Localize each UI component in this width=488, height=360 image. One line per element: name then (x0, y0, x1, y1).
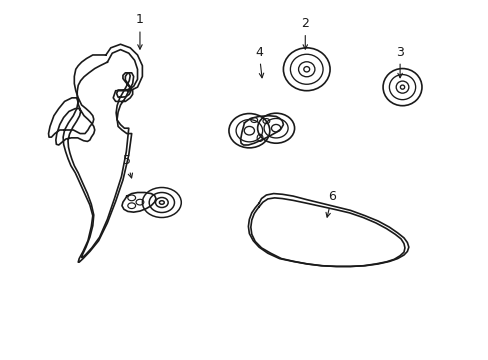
Text: 5: 5 (122, 154, 132, 178)
Text: 1: 1 (136, 13, 143, 49)
Text: 2: 2 (301, 17, 308, 49)
Text: 4: 4 (255, 46, 263, 78)
Text: 3: 3 (395, 46, 403, 78)
Text: 6: 6 (325, 190, 335, 217)
